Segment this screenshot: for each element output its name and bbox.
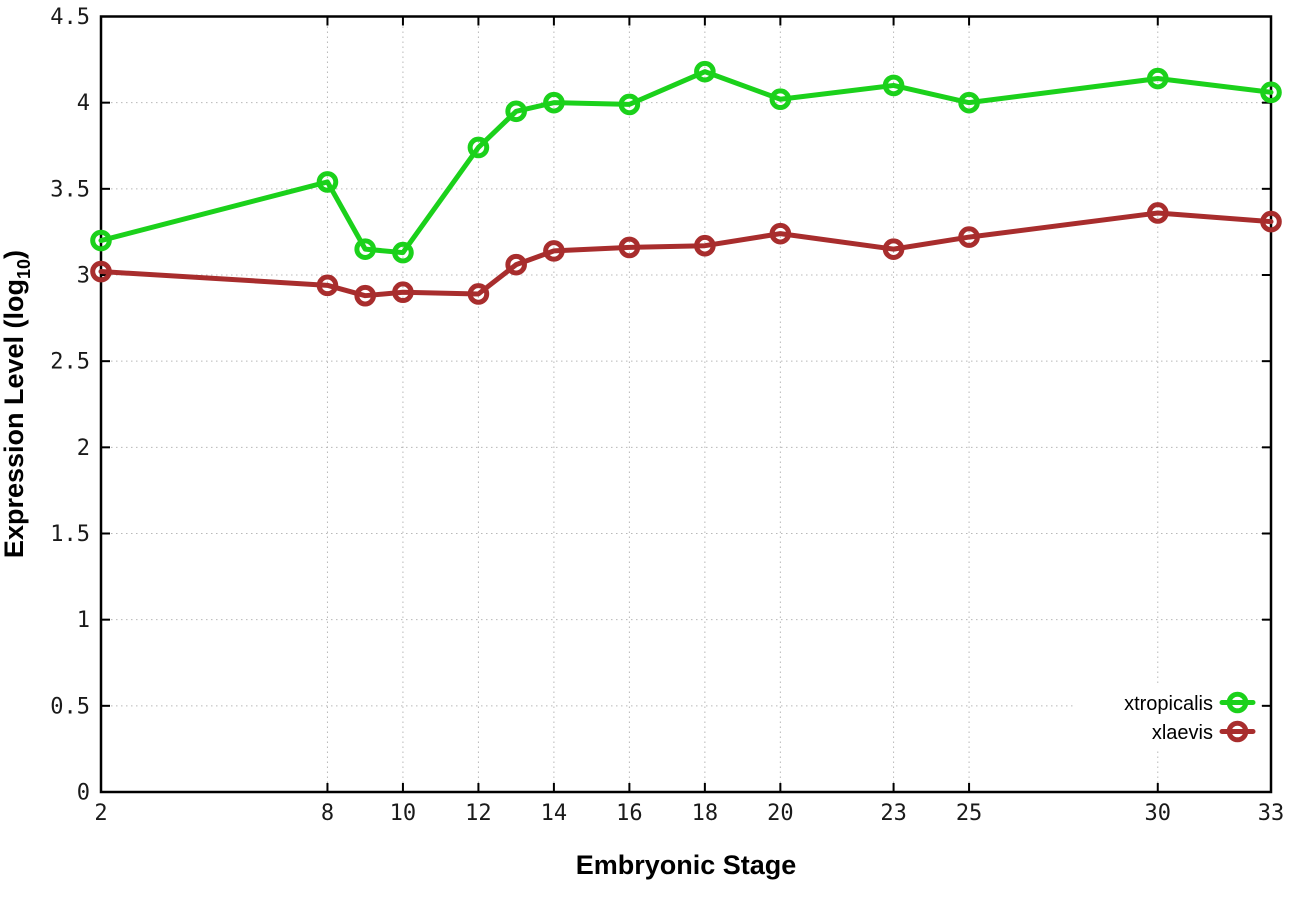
y-tick-label: 2: [77, 436, 90, 461]
legend-label-xlaevis: xlaevis: [1152, 722, 1213, 744]
series-line-xtropicalis: [98, 69, 1274, 256]
x-tick-label: 30: [1145, 801, 1172, 826]
data-point-xtropicalis: [354, 238, 376, 260]
data-point-xlaevis: [316, 274, 339, 297]
x-tick-label: 23: [880, 801, 907, 826]
data-point-xtropicalis: [958, 91, 980, 114]
y-tick-label: 4.5: [50, 5, 90, 30]
data-point-xlaevis: [90, 260, 112, 283]
legend-marker-xtropicalis: [1226, 691, 1249, 714]
data-point-xlaevis: [618, 236, 641, 259]
data-point-xlaevis: [505, 253, 527, 276]
x-tick-label: 33: [1258, 801, 1285, 826]
data-point-xlaevis: [1260, 210, 1282, 233]
data-point-xlaevis: [467, 283, 490, 305]
data-point-xtropicalis: [316, 171, 339, 193]
gridlines: [101, 16, 1271, 792]
data-point-xtropicalis: [618, 93, 641, 116]
x-tick-label: 2: [94, 801, 107, 826]
y-tick-label: 2.5: [50, 350, 90, 375]
x-tick-label: 16: [616, 801, 643, 826]
data-point-xtropicalis: [769, 88, 792, 111]
data-point-xtropicalis: [694, 60, 716, 83]
data-point-xlaevis: [694, 234, 716, 257]
x-axis-title: Embryonic Stage: [576, 850, 797, 880]
data-point-xlaevis: [354, 284, 376, 307]
legend-sample-xtropicalis: [1219, 691, 1256, 714]
data-point-xtropicalis: [1260, 81, 1282, 104]
data-point-xlaevis: [769, 222, 792, 245]
y-tick-label: 3.5: [50, 177, 90, 202]
legend-sample-xlaevis: [1219, 720, 1256, 743]
data-point-xlaevis: [543, 240, 565, 262]
series-line-xlaevis: [98, 210, 1274, 299]
data-point-xlaevis: [958, 226, 980, 248]
x-tick-label: 18: [692, 801, 719, 826]
x-tick-label: 25: [956, 801, 983, 826]
x-tick-label: 20: [767, 801, 794, 826]
y-tick-label: 0: [77, 781, 90, 806]
series-xlaevis: [90, 202, 1282, 307]
tick-marks: [100, 15, 1272, 793]
data-point-xtropicalis: [467, 136, 490, 159]
data-point-xtropicalis: [882, 74, 905, 97]
y-tick-label: 3: [77, 264, 90, 289]
plot-border: [99, 15, 1273, 794]
data-point-xtropicalis: [90, 229, 112, 252]
y-tick-label: 1: [77, 608, 90, 633]
legend-label-xtropicalis: xtropicalis: [1124, 693, 1213, 715]
y-axis-title: Expression Level (log10): [0, 250, 34, 558]
x-tick-label: 14: [541, 801, 568, 826]
y-tick-label: 0.5: [50, 694, 90, 719]
x-tick-label: 10: [390, 801, 417, 826]
plot-area: 2 8 10 12 14 16 18 20 23 25 30 33 0 0.5 1 1.5 2 2.5 3 3.5 4 4…: [50, 5, 1284, 826]
x-tick-label: 8: [321, 801, 334, 826]
data-point-xtropicalis: [1146, 67, 1169, 90]
series-xtropicalis: [90, 60, 1282, 264]
data-point-xtropicalis: [392, 241, 414, 264]
x-tick-label: 12: [465, 801, 492, 826]
data-point-xtropicalis: [505, 100, 527, 123]
y-axis-title-main: Expression Level (log: [0, 279, 29, 558]
y-axis-title-subscript: 10: [14, 259, 34, 279]
y-axis-title-suffix: ): [0, 250, 29, 259]
y-tick-label: 1.5: [50, 522, 90, 547]
data-point-xtropicalis: [543, 91, 565, 114]
data-point-xlaevis: [392, 281, 414, 304]
y-tick-label: 4: [77, 91, 90, 116]
legend-marker-xlaevis: [1226, 720, 1249, 743]
data-point-xlaevis: [882, 238, 905, 260]
data-point-xlaevis: [1146, 202, 1169, 224]
